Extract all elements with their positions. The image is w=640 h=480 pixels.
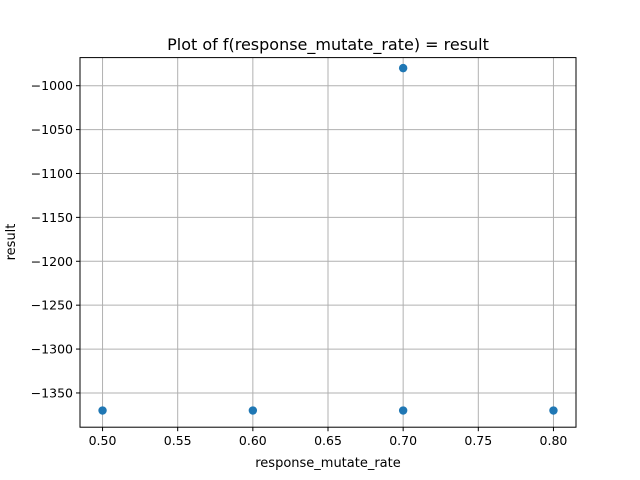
- scatter-point: [398, 63, 408, 73]
- x-tick-label: 0.70: [389, 433, 417, 448]
- y-tick-label: −1250: [31, 298, 73, 313]
- scatter-point: [549, 406, 558, 415]
- y-tick-label: −1000: [31, 78, 73, 93]
- x-tick-label: 0.60: [239, 433, 267, 448]
- y-tick-label: −1050: [31, 122, 73, 137]
- y-tick-label: −1200: [31, 254, 73, 269]
- y-axis-label: result: [4, 224, 19, 261]
- chart-title: Plot of f(response_mutate_rate) = result: [167, 35, 489, 55]
- scatter-point: [398, 406, 408, 415]
- y-tick-label: −1150: [31, 210, 73, 225]
- scatter-point: [98, 406, 107, 415]
- grid: [80, 57, 576, 428]
- axis-ticks: 0.50 0.55 0.60 0.65 0.70 0.75 0.80 −1000 −1050 −1…: [31, 78, 568, 448]
- x-tick-label: 0.80: [540, 433, 568, 448]
- x-tick-label: 0.65: [314, 433, 342, 448]
- x-tick-label: 0.75: [464, 433, 492, 448]
- x-axis-label: response_mutate_rate: [255, 456, 401, 471]
- data-points: [98, 63, 558, 415]
- x-tick-label: 0.55: [164, 433, 192, 448]
- x-tick-label: 0.50: [89, 433, 117, 448]
- scatter-point: [248, 406, 258, 415]
- y-tick-label: −1350: [31, 385, 73, 400]
- y-tick-label: −1100: [31, 166, 73, 181]
- y-tick-label: −1300: [31, 342, 73, 357]
